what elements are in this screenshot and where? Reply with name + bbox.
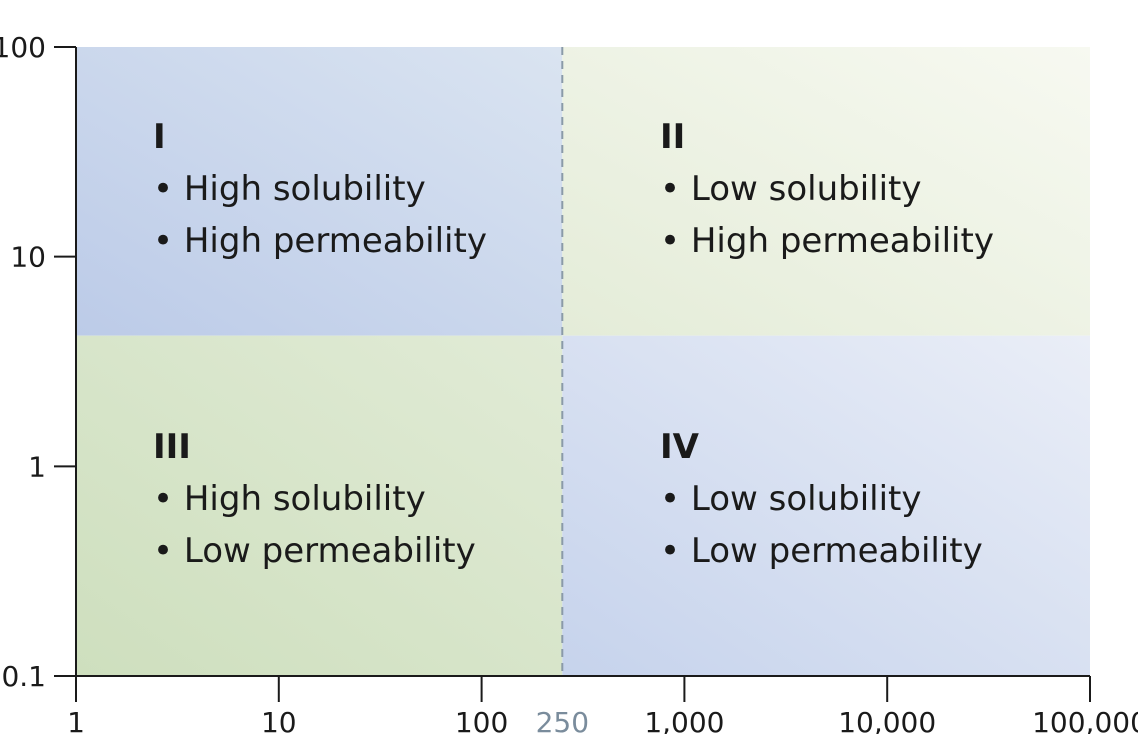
quadrant-i-background [76, 47, 563, 336]
quadrant-i-label-group: I • High solubility • High permeability [153, 117, 487, 261]
quadrant-i-title: I [153, 117, 166, 157]
quadrant-ii-title: II [660, 117, 685, 157]
x-tick-label: 1 [67, 706, 85, 734]
quadrant-iii-property: • High solubility [153, 479, 426, 519]
y-tick-label: 100 [0, 31, 46, 64]
y-tick-label: 0.1 [1, 660, 46, 693]
quadrant-ii-property: • Low solubility [660, 169, 922, 209]
x-tick-label: 100 [455, 706, 508, 734]
quadrant-iii-property: • Low permeability [153, 531, 476, 571]
x-tick-label: 100,000 [1032, 706, 1138, 734]
quadrant-iii-background [76, 335, 563, 676]
x-tick-label: 10 [261, 706, 297, 734]
y-tick-label: 1 [28, 450, 46, 483]
x-tick-label: 10,000 [838, 706, 936, 734]
quadrant-ii-property: • High permeability [660, 221, 994, 261]
y-tick-label: 10 [10, 241, 46, 274]
quadrant-iii-label-group: III • High solubility • Low permeability [153, 427, 476, 571]
quadrant-iv-property: • Low permeability [660, 531, 983, 571]
quadrant-iv-title: IV [660, 427, 700, 467]
quadrant-ii-label-group: II • Low solubility • High permeability [660, 117, 994, 261]
quadrant-iii-title: III [153, 427, 191, 467]
quadrant-i-property: • High permeability [153, 221, 487, 261]
quadrant-iv-background [562, 335, 1090, 676]
quadrant-i-property: • High solubility [153, 169, 426, 209]
quadrant-iv-property: • Low solubility [660, 479, 922, 519]
quadrant-iv-label-group: IV • Low solubility • Low permeability [660, 427, 983, 571]
x-tick-label: 1,000 [644, 706, 724, 734]
quadrant-ii-background [562, 47, 1090, 336]
x-tick-label: 250 [536, 706, 589, 734]
